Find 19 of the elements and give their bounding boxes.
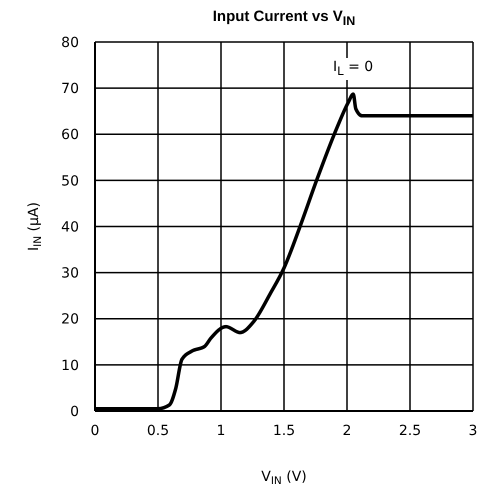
x-tick-label: 1 (216, 422, 226, 439)
x-tick-label: 3 (468, 422, 478, 439)
y-tick-label: 20 (61, 312, 79, 328)
chart-title: Input Current vs V$_{IN}$ (212, 8, 356, 28)
y-tick-label: 80 (61, 34, 79, 51)
y-tick-label: 70 (61, 81, 79, 98)
y-tick-label: 10 (61, 358, 79, 374)
y-tick-label: 50 (61, 173, 79, 190)
y-tick-label: 60 (61, 127, 79, 144)
x-axis-title: V$_{IN}$ (V) (261, 469, 307, 487)
x-tick-label: 0.5 (146, 422, 170, 439)
x-tick-label: 0 (90, 422, 100, 439)
y-tick-label: 0 (70, 404, 79, 420)
x-tick-label: 2.5 (398, 422, 422, 439)
x-tick-label: 1.5 (272, 422, 296, 439)
y-tick-label: 40 (61, 219, 79, 236)
annotation: I$_{L}$ = 0 (330, 58, 376, 80)
y-tick-label: 30 (61, 266, 79, 282)
x-tick-label: 2 (342, 422, 352, 439)
